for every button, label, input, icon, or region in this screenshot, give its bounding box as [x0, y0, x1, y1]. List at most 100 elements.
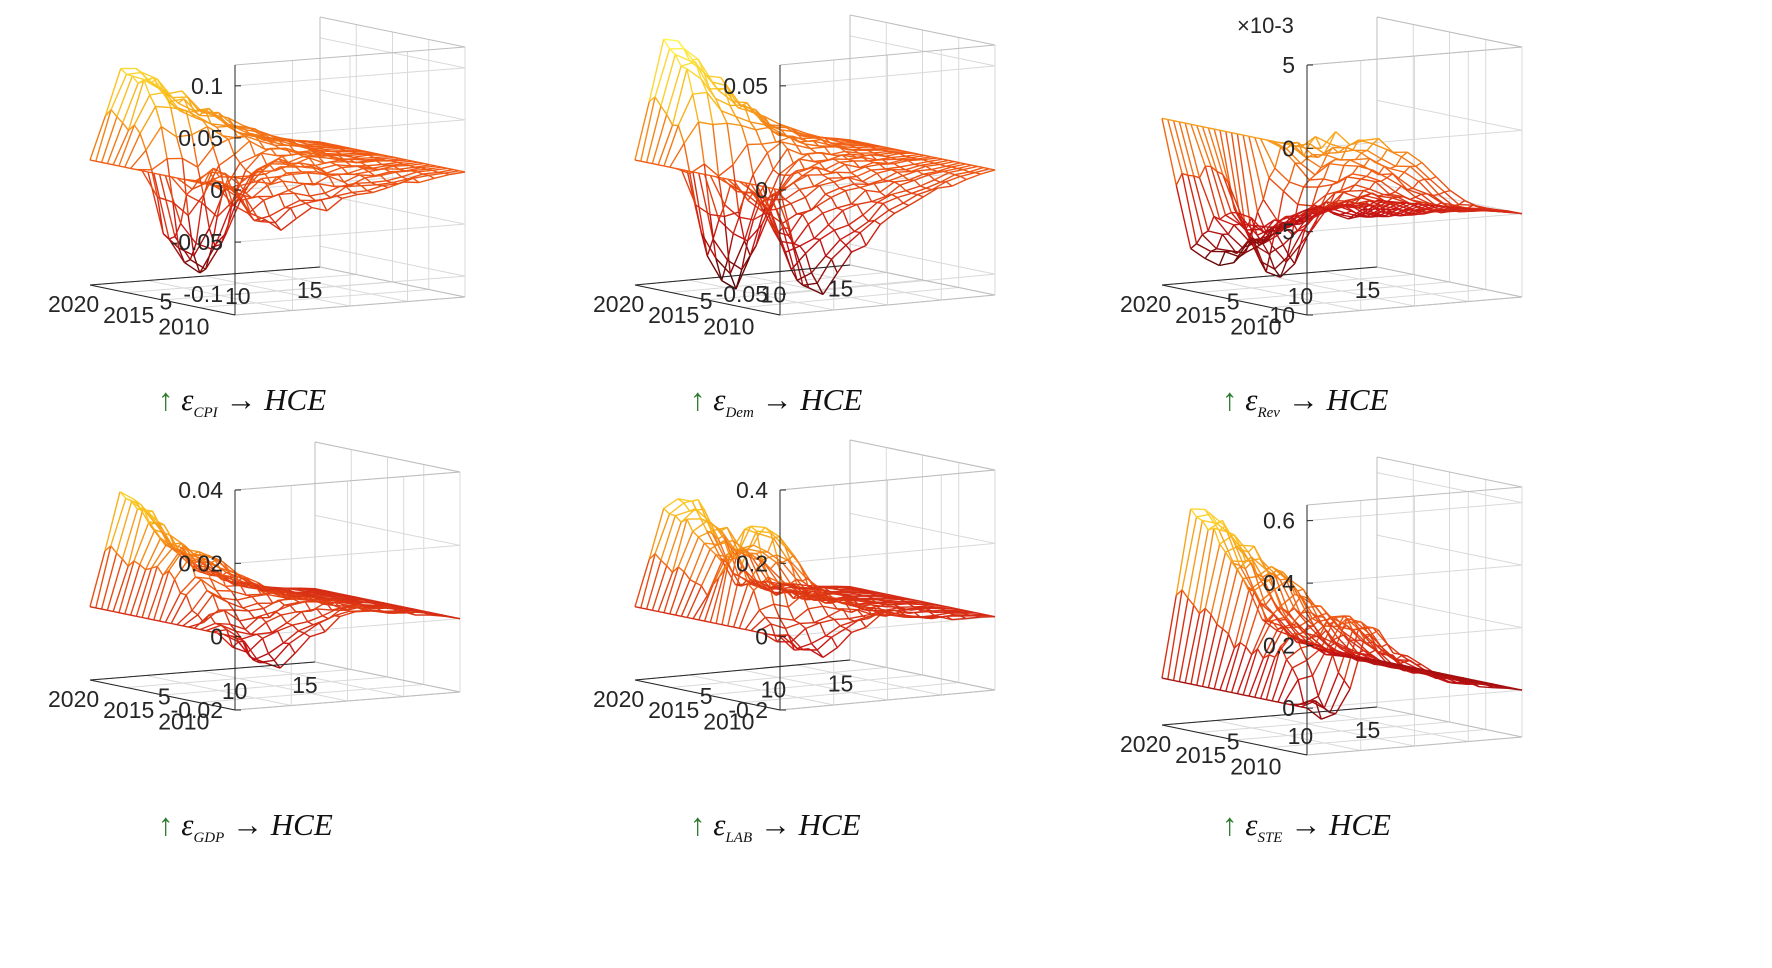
surface-mesh-line — [1218, 525, 1226, 532]
surface-mesh-line — [235, 630, 252, 636]
surface-mesh-line — [743, 194, 760, 241]
surface-mesh-line — [876, 601, 883, 604]
surface-mesh-line — [89, 606, 96, 609]
surface-mesh-line — [715, 554, 723, 563]
surface-mesh-line — [634, 606, 641, 609]
surface-mesh-line — [652, 162, 659, 166]
surface-mesh-line — [237, 178, 245, 186]
surface-mesh-line — [380, 171, 396, 177]
surface-mesh-line — [282, 180, 290, 191]
surface-mesh-line — [960, 162, 967, 165]
surface-mesh-line — [1253, 244, 1261, 262]
surface-mesh-line — [1288, 255, 1296, 265]
surface-mesh-line — [1202, 685, 1209, 689]
surface-mesh-line — [1236, 545, 1243, 551]
surface-mesh-line — [186, 188, 193, 196]
surface-mesh-line — [766, 141, 783, 154]
surface-mesh-line — [284, 163, 291, 166]
surface-mesh-line — [118, 612, 125, 615]
surface-mesh-line — [877, 201, 884, 205]
surface-mesh-line — [848, 618, 855, 622]
surface-mesh-line — [744, 609, 761, 630]
surface-mesh-line — [345, 150, 352, 153]
surface-mesh-line — [1254, 696, 1261, 700]
surface-mesh-line — [779, 240, 787, 253]
surface-mesh-line — [899, 152, 906, 157]
surface-mesh-line — [1299, 220, 1307, 225]
surface-mesh-line — [896, 171, 904, 177]
surface-mesh-line — [697, 121, 705, 165]
z-exponent-label: ×10-3 — [1237, 13, 1294, 38]
surface-mesh-line — [266, 593, 283, 598]
surface-mesh-line — [254, 615, 261, 619]
surface-mesh-line — [166, 90, 183, 95]
surface-mesh-line — [228, 569, 235, 574]
surface-mesh-line — [1333, 653, 1341, 657]
year-tick-label: 2015 — [648, 697, 699, 723]
surface-mesh-line — [824, 146, 832, 156]
surface-mesh-line — [867, 160, 875, 164]
surface-mesh-line — [1357, 659, 1364, 662]
surface-mesh-line — [1377, 662, 1384, 666]
surface-mesh-line — [769, 124, 776, 128]
surface-mesh-line — [395, 171, 403, 178]
surface-mesh-line — [215, 590, 223, 599]
surface-mesh-line — [934, 159, 949, 164]
surface-mesh-line — [1239, 223, 1255, 227]
surface-mesh-line — [370, 181, 377, 186]
surface-mesh-line — [116, 116, 124, 124]
axis-box-line — [319, 266, 466, 298]
surface-mesh-line — [841, 593, 848, 597]
surface-mesh-line — [754, 580, 762, 589]
surface-mesh-line — [295, 166, 303, 173]
surface-mesh-line — [890, 147, 897, 151]
surface-mesh-line — [377, 604, 384, 607]
surface-mesh-line — [301, 171, 308, 174]
surface-mesh-line — [1185, 682, 1192, 685]
grid-line — [1376, 472, 1523, 504]
surface-mesh-line — [176, 134, 192, 138]
surface-mesh-line — [1233, 642, 1241, 649]
horizon-tick-label: 15 — [297, 277, 323, 303]
surface-mesh-line — [928, 158, 943, 163]
surface-mesh-line — [1213, 527, 1221, 545]
surface-mesh-line — [213, 557, 221, 569]
surface-mesh-line — [821, 595, 829, 602]
z-tick-label: 5 — [1282, 52, 1295, 78]
surface-mesh-line — [890, 601, 897, 604]
surface-mesh-line — [296, 588, 303, 592]
surface-mesh-line — [293, 144, 300, 147]
grid-line — [1306, 564, 1523, 584]
surface-mesh-line — [790, 170, 797, 176]
surface-mesh-line — [1282, 608, 1298, 624]
surface-mesh-line — [187, 215, 195, 256]
surface-mesh-line — [859, 220, 875, 234]
surface-mesh-line — [324, 616, 341, 633]
surface-mesh-line — [286, 622, 293, 626]
horizon-tick-label: 15 — [292, 672, 318, 698]
surface-mesh-line — [879, 163, 886, 170]
surface-mesh-line — [867, 142, 874, 146]
surface-mesh-line — [689, 173, 697, 206]
surface-mesh-line — [789, 589, 797, 595]
surface-mesh-line — [805, 622, 821, 630]
surface-mesh-line — [294, 636, 311, 654]
surface-mesh-line — [1289, 703, 1296, 707]
surface-mesh-line — [194, 627, 201, 631]
surface-mesh-line — [321, 143, 329, 147]
surface-mesh-line — [226, 571, 233, 577]
surface-mesh-line — [1363, 633, 1370, 637]
surface-mesh-line — [1244, 217, 1253, 231]
surface-mesh-line — [681, 168, 688, 172]
surface-mesh-line — [968, 166, 984, 173]
surface-mesh-line — [640, 160, 647, 164]
surface-mesh-line — [753, 211, 769, 221]
surface-mesh-line — [1372, 138, 1380, 145]
surface-mesh-line — [894, 609, 901, 613]
surface-mesh-line — [942, 170, 950, 174]
surface-mesh-line — [842, 608, 850, 620]
grid-line — [849, 35, 996, 67]
surface-mesh-line — [124, 613, 131, 616]
surface-mesh-line — [95, 160, 102, 164]
